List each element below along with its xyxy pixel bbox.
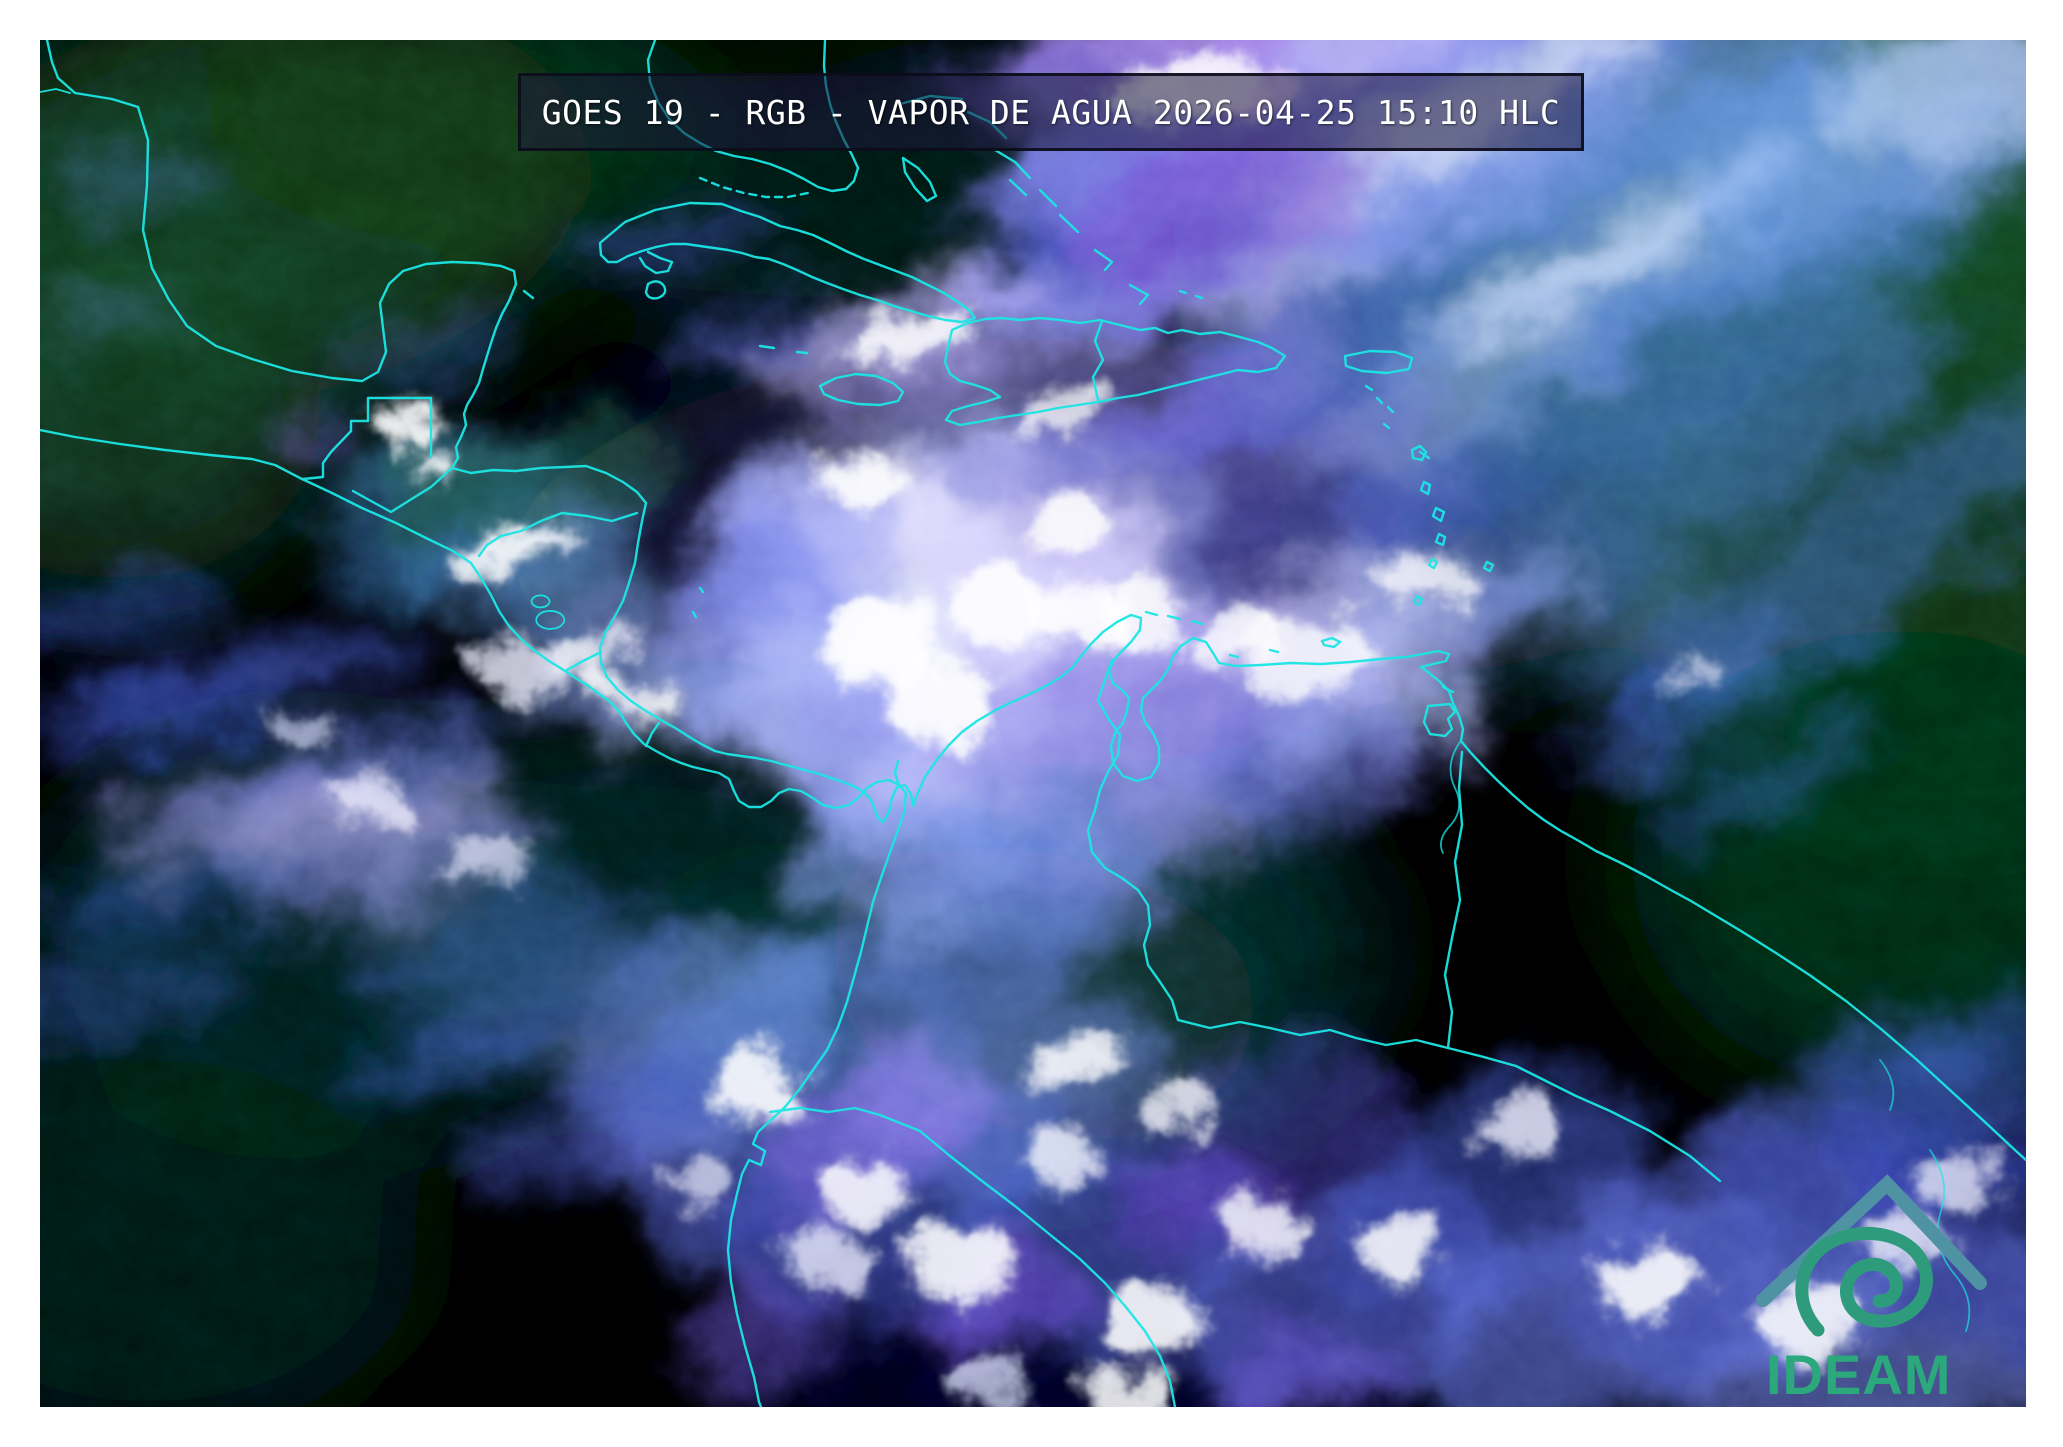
logo-spiral bbox=[1795, 1226, 1933, 1337]
islands-abc-caymans bbox=[691, 344, 1204, 626]
title-text: GOES 19 - RGB - VAPOR DE AGUA 2026-04-25… bbox=[541, 92, 1561, 132]
borders-central-america bbox=[301, 396, 901, 788]
noise-texture-overlay-fine bbox=[40, 40, 2026, 1407]
coastline-pacific bbox=[40, 428, 908, 1407]
satellite-image bbox=[40, 40, 2026, 1407]
island-trinidad bbox=[1422, 702, 1457, 738]
river-rio-grande bbox=[40, 88, 71, 94]
islands-lesser-antilles bbox=[1228, 384, 1495, 694]
ideam-logo-mark bbox=[1756, 1174, 1987, 1337]
lakes-nicaragua bbox=[530, 594, 566, 630]
island-hispaniola bbox=[943, 316, 1287, 427]
coastline-gulf-caribbean-south-america bbox=[45, 40, 2026, 1162]
borders-south-america bbox=[768, 658, 1722, 1407]
florida-keys bbox=[698, 176, 810, 199]
title-bar: GOES 19 - RGB - VAPOR DE AGUA 2026-04-25… bbox=[518, 73, 1584, 151]
island-puerto-rico bbox=[1343, 349, 1414, 375]
ideam-logo-text: IDEAM bbox=[1766, 1343, 1952, 1406]
coastlines-layer bbox=[40, 40, 2026, 1407]
satellite-scene bbox=[40, 40, 2026, 1407]
island-cuba bbox=[598, 201, 977, 324]
island-jamaica bbox=[818, 372, 905, 407]
river-orinoco bbox=[1439, 741, 1461, 854]
